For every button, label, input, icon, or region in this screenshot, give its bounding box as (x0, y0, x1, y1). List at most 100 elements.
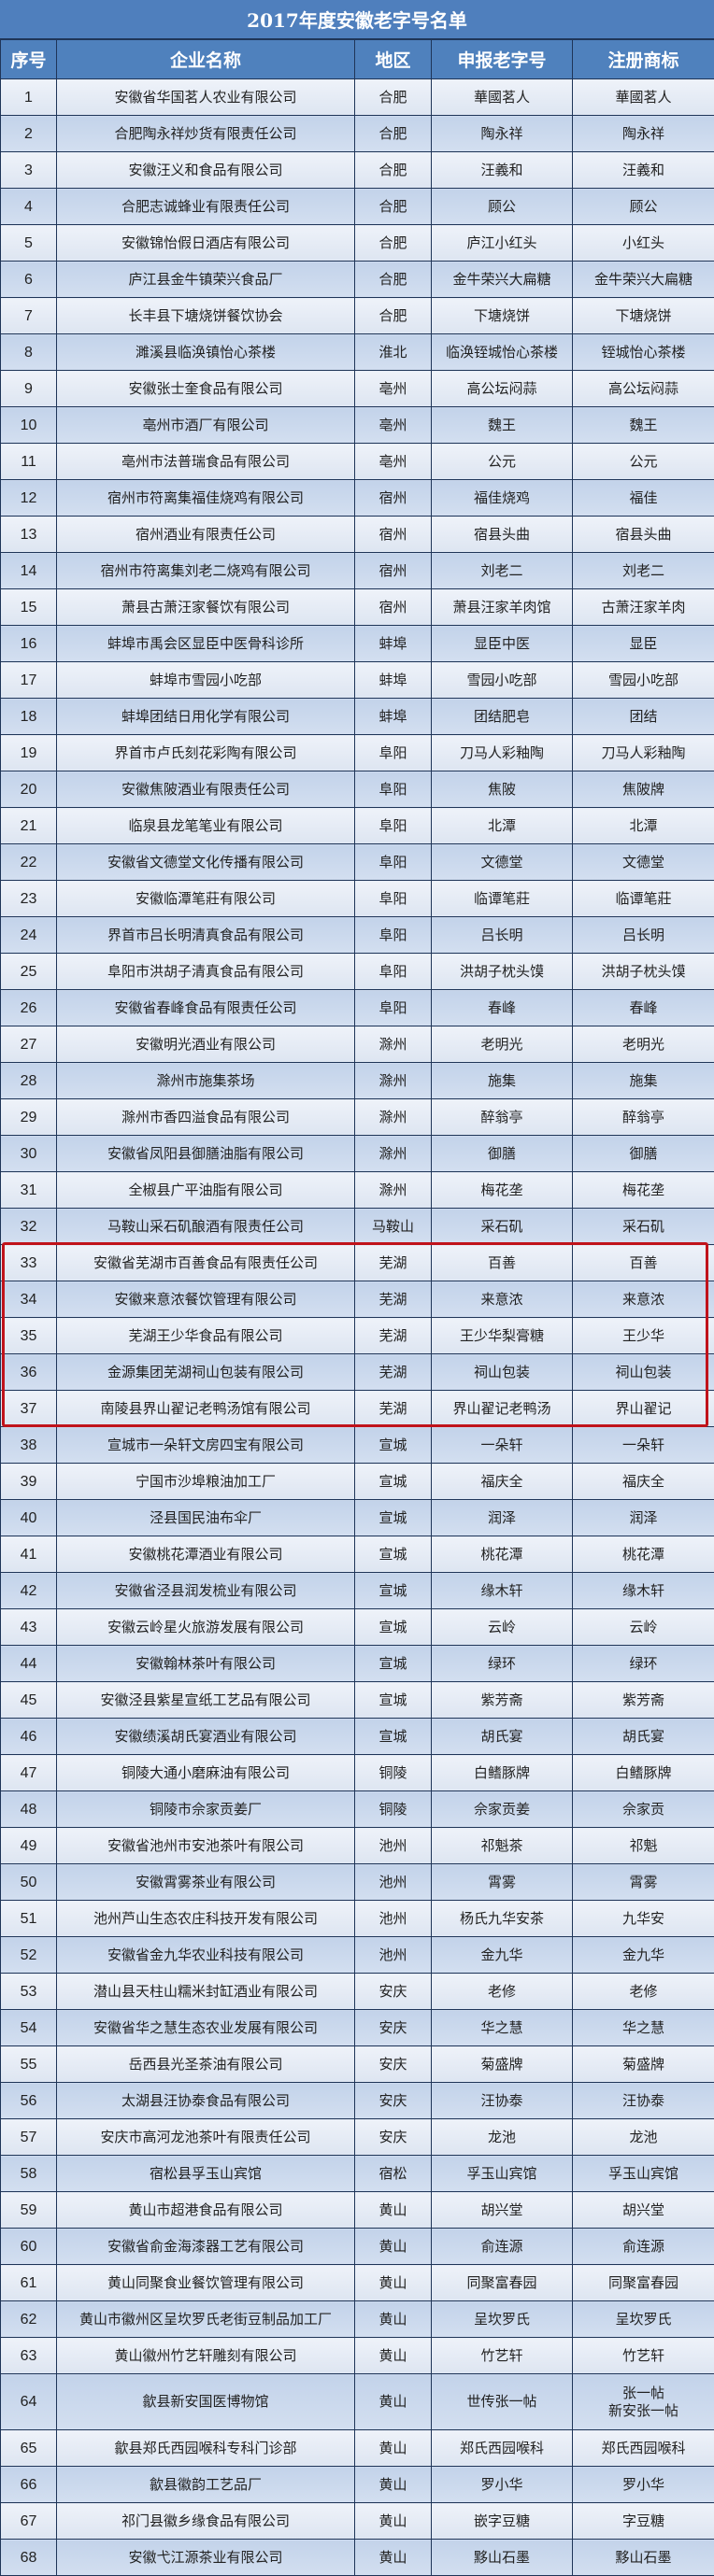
cell-region: 宣城 (354, 1572, 432, 1609)
cell-brand: 祠山包装 (431, 1353, 573, 1391)
cell-index: 53 (0, 1973, 57, 2010)
cell-trademark: 黟山石墨 (572, 2539, 714, 2576)
cell-region: 滁州 (354, 1026, 432, 1063)
cell-brand: 汪协泰 (431, 2082, 573, 2119)
cell-index: 46 (0, 1718, 57, 1755)
table-row: 31 全椒县广平油脂有限公司 滁州 梅花垄 梅花垄 (0, 1171, 714, 1209)
cell-region: 安庆 (354, 2045, 432, 2083)
table-row: 62 黄山市徽州区呈坎罗氏老街豆制品加工厂 黄山 呈坎罗氏 呈坎罗氏 (0, 2300, 714, 2338)
cell-index: 63 (0, 2337, 57, 2374)
cell-trademark: 润泽 (572, 1499, 714, 1536)
table-row: 52 安徽省金九华农业科技有限公司 池州 金九华 金九华 (0, 1936, 714, 1974)
cell-region: 宣城 (354, 1645, 432, 1682)
cell-index: 12 (0, 479, 57, 517)
cell-company: 安徽省池州市安池茶叶有限公司 (56, 1827, 355, 1864)
cell-trademark: 来意浓 (572, 1281, 714, 1318)
cell-company: 安徽泾县紫星宣纸工艺品有限公司 (56, 1681, 355, 1719)
table-row: 45 安徽泾县紫星宣纸工艺品有限公司 宣城 紫芳斋 紫芳斋 (0, 1681, 714, 1719)
cell-company: 安徽省春峰食品有限责任公司 (56, 989, 355, 1026)
cell-trademark: 梅花垄 (572, 1171, 714, 1209)
cell-trademark: 吕长明 (572, 916, 714, 954)
table-row: 23 安徽临潭笔莊有限公司 阜阳 临谭笔莊 临谭笔莊 (0, 880, 714, 917)
cell-brand: 百善 (431, 1244, 573, 1281)
cell-brand: 魏王 (431, 406, 573, 444)
cell-brand: 杨氏九华安茶 (431, 1900, 573, 1937)
cell-trademark: 公元 (572, 443, 714, 480)
table-row: 67 祁门县徽乡缘食品有限公司 黄山 嵌字豆糖 字豆糖 (0, 2502, 714, 2540)
cell-trademark: 王少华 (572, 1317, 714, 1354)
header-company: 企业名称 (56, 39, 355, 79)
cell-region: 阜阳 (354, 916, 432, 954)
cell-brand: 王少华梨膏糖 (431, 1317, 573, 1354)
cell-company: 蚌埠团结日用化学有限公司 (56, 698, 355, 735)
cell-trademark: 显臣 (572, 625, 714, 662)
cell-brand: 萧县汪家羊肉馆 (431, 588, 573, 626)
cell-region: 淮北 (354, 333, 432, 371)
cell-index: 34 (0, 1281, 57, 1318)
cell-brand: 梅花垄 (431, 1171, 573, 1209)
cell-company: 潜山县天柱山糯米封缸酒业有限公司 (56, 1973, 355, 2010)
cell-region: 宿州 (354, 552, 432, 589)
cell-brand: 同聚富春园 (431, 2264, 573, 2301)
table-row: 2 合肥陶永祥炒货有限责任公司 合肥 陶永祥 陶永祥 (0, 115, 714, 152)
cell-index: 3 (0, 151, 57, 189)
cell-company: 蚌埠市雪园小吃部 (56, 661, 355, 699)
table-row: 66 歙县徽韵工艺品厂 黄山 罗小华 罗小华 (0, 2466, 714, 2503)
cell-brand: 竹艺轩 (431, 2337, 573, 2374)
cell-company: 安徽云岭星火旅游发展有限公司 (56, 1608, 355, 1646)
cell-region: 芜湖 (354, 1353, 432, 1391)
cell-company: 阜阳市洪胡子清真食品有限公司 (56, 953, 355, 990)
cell-index: 54 (0, 2009, 57, 2046)
cell-brand: 宿县头曲 (431, 516, 573, 553)
cell-company: 安徽省俞金海漆器工艺有限公司 (56, 2228, 355, 2265)
cell-region: 阜阳 (354, 771, 432, 808)
cell-brand: 華國茗人 (431, 78, 573, 116)
table-row: 7 长丰县下塘烧饼餐饮协会 合肥 下塘烧饼 下塘烧饼 (0, 297, 714, 334)
cell-company: 安徽霄雾茶业有限公司 (56, 1863, 355, 1901)
cell-region: 宿州 (354, 479, 432, 517)
table-row: 55 岳西县光圣茶油有限公司 安庆 菊盛牌 菊盛牌 (0, 2045, 714, 2083)
table-row: 33 安徽省芜湖市百善食品有限责任公司 芜湖 百善 百善 (0, 1244, 714, 1281)
cell-trademark: 郑氏西园喉科 (572, 2429, 714, 2467)
cell-region: 亳州 (354, 406, 432, 444)
cell-brand: 金牛荣兴大扁糖 (431, 261, 573, 298)
cell-company: 界首市卢氏刻花彩陶有限公司 (56, 734, 355, 771)
cell-index: 56 (0, 2082, 57, 2119)
cell-trademark: 下塘烧饼 (572, 297, 714, 334)
cell-index: 26 (0, 989, 57, 1026)
cell-region: 黄山 (354, 2539, 432, 2576)
table-row: 51 池州芦山生态农庄科技开发有限公司 池州 杨氏九华安茶 九华安 (0, 1900, 714, 1937)
cell-brand: 黟山石墨 (431, 2539, 573, 2576)
cell-company: 滁州市施集茶场 (56, 1062, 355, 1099)
cell-index: 55 (0, 2045, 57, 2083)
cell-brand: 陶永祥 (431, 115, 573, 152)
cell-region: 蚌埠 (354, 661, 432, 699)
cell-trademark: 金九华 (572, 1936, 714, 1974)
cell-trademark: 御膳 (572, 1135, 714, 1172)
cell-index: 58 (0, 2155, 57, 2192)
cell-brand: 顾公 (431, 188, 573, 225)
cell-company: 安徽省华之慧生态农业发展有限公司 (56, 2009, 355, 2046)
header-trademark: 注册商标 (572, 39, 714, 79)
table-row: 13 宿州酒业有限责任公司 宿州 宿县头曲 宿县头曲 (0, 516, 714, 553)
cell-index: 42 (0, 1572, 57, 1609)
cell-company: 金源集团芜湖祠山包装有限公司 (56, 1353, 355, 1391)
cell-index: 25 (0, 953, 57, 990)
cell-brand: 福佳烧鸡 (431, 479, 573, 517)
cell-company: 铜陵市佘家贡姜厂 (56, 1790, 355, 1828)
cell-index: 65 (0, 2429, 57, 2467)
table-row: 20 安徽焦陂酒业有限责任公司 阜阳 焦陂 焦陂牌 (0, 771, 714, 808)
cell-index: 35 (0, 1317, 57, 1354)
cell-index: 10 (0, 406, 57, 444)
cell-region: 马鞍山 (354, 1208, 432, 1245)
table-row: 10 亳州市酒厂有限公司 亳州 魏王 魏王 (0, 406, 714, 444)
cell-region: 宿松 (354, 2155, 432, 2192)
cell-brand: 焦陂 (431, 771, 573, 808)
table-row: 50 安徽霄雾茶业有限公司 池州 霄雾 霄雾 (0, 1863, 714, 1901)
cell-region: 蚌埠 (354, 625, 432, 662)
cell-brand: 下塘烧饼 (431, 297, 573, 334)
cell-index: 20 (0, 771, 57, 808)
cell-brand: 润泽 (431, 1499, 573, 1536)
cell-company: 安徽绩溪胡氏宴酒业有限公司 (56, 1718, 355, 1755)
cell-region: 池州 (354, 1827, 432, 1864)
